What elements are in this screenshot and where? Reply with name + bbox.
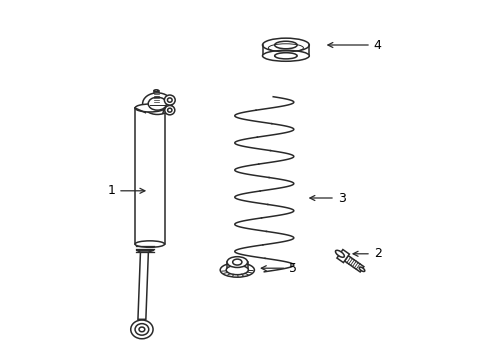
Ellipse shape (139, 327, 144, 332)
Ellipse shape (167, 98, 172, 102)
Polygon shape (154, 91, 158, 104)
Ellipse shape (226, 265, 248, 275)
Text: 3: 3 (309, 192, 345, 204)
Ellipse shape (262, 50, 309, 61)
Ellipse shape (142, 93, 172, 114)
Polygon shape (136, 250, 154, 252)
Ellipse shape (130, 320, 153, 339)
Ellipse shape (274, 53, 297, 59)
Ellipse shape (232, 259, 242, 265)
Ellipse shape (335, 250, 344, 257)
Text: 5: 5 (261, 262, 297, 275)
Polygon shape (336, 249, 348, 262)
Ellipse shape (135, 241, 164, 247)
Ellipse shape (359, 267, 364, 271)
Text: 4: 4 (327, 39, 381, 51)
Ellipse shape (148, 97, 166, 110)
Polygon shape (138, 252, 148, 319)
Polygon shape (344, 256, 363, 272)
Ellipse shape (135, 104, 164, 112)
Ellipse shape (274, 41, 297, 49)
Ellipse shape (220, 263, 254, 277)
Ellipse shape (262, 38, 309, 52)
Ellipse shape (135, 324, 148, 335)
Ellipse shape (154, 90, 158, 92)
Ellipse shape (167, 108, 172, 112)
Ellipse shape (226, 257, 247, 267)
Ellipse shape (164, 105, 175, 115)
Text: 2: 2 (352, 247, 381, 260)
Ellipse shape (164, 95, 175, 105)
Text: 1: 1 (107, 184, 144, 197)
Polygon shape (135, 108, 164, 244)
